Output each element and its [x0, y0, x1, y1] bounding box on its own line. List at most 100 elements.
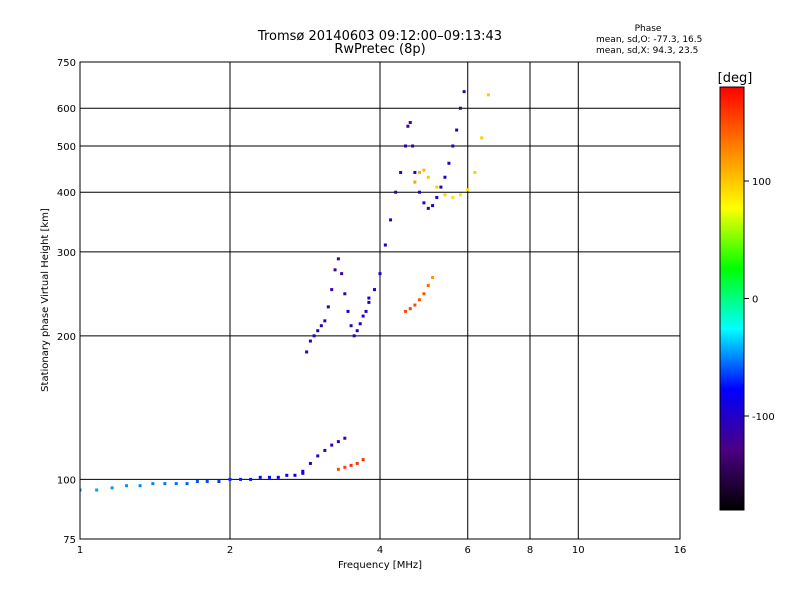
colorbar-ticks: 100 0 -100: [744, 177, 775, 423]
data-point: [323, 448, 327, 452]
data-point: [399, 170, 403, 174]
data-point: [435, 195, 439, 199]
data-point: [293, 473, 297, 477]
y-tick-label: 600: [57, 104, 76, 115]
data-point: [417, 170, 421, 174]
data-point: [426, 206, 430, 210]
data-point: [413, 170, 417, 174]
data-point: [361, 458, 365, 462]
grid-lines: [80, 62, 680, 539]
data-point: [80, 488, 82, 492]
y-tick-label: 100: [57, 475, 76, 486]
data-point: [346, 309, 350, 313]
data-point: [431, 276, 435, 280]
data-point: [163, 482, 167, 486]
y-axis-label: Stationary phase Virtual Height [km]: [40, 208, 51, 392]
data-point: [443, 175, 447, 179]
y-tick-label: 400: [57, 188, 76, 199]
data-point: [138, 484, 142, 488]
data-point: [308, 461, 312, 465]
data-point: [458, 106, 462, 110]
data-point: [305, 350, 309, 354]
data-point: [336, 467, 340, 471]
data-point: [422, 201, 426, 205]
data-point: [403, 309, 407, 313]
y-tick-label: 200: [57, 332, 76, 343]
data-point: [413, 180, 417, 184]
phase-stats-x: mean, sd,X: 94.3, 23.5: [596, 46, 698, 56]
data-point: [323, 319, 327, 323]
data-point: [330, 443, 334, 447]
x-tick-label: 8: [527, 545, 533, 556]
data-point: [185, 482, 189, 486]
data-point: [413, 303, 417, 307]
data-point: [443, 193, 447, 197]
data-point: [403, 144, 407, 148]
data-point: [367, 300, 371, 304]
data-point: [326, 305, 330, 309]
colorbar: [719, 86, 745, 511]
data-point: [343, 436, 347, 440]
data-point: [174, 482, 178, 486]
data-point: [435, 185, 439, 189]
data-point: [406, 124, 410, 128]
phase-stats-o: mean, sd,O: -77.3, 16.5: [596, 35, 702, 45]
y-tick-label: 75: [63, 535, 76, 546]
plot-frame: [79, 61, 681, 540]
data-point: [333, 268, 337, 272]
y-tick-label: 500: [57, 142, 76, 153]
data-point: [316, 454, 320, 458]
data-point: [480, 136, 484, 140]
data-point: [367, 296, 371, 300]
x-axis-label: Frequency [MHz]: [338, 560, 422, 571]
y-tick-label: 750: [57, 58, 76, 69]
data-point: [349, 463, 353, 467]
chart-title: Tromsø 20140603 09:12:00–09:13:43: [257, 29, 502, 44]
data-point: [439, 185, 443, 189]
data-point: [349, 324, 353, 328]
data-point: [373, 288, 377, 292]
data-point: [95, 488, 99, 492]
data-point: [285, 473, 289, 477]
data-point: [378, 272, 382, 276]
data-point: [110, 486, 114, 490]
colorbar-tick-label: 100: [752, 177, 771, 188]
data-point: [486, 93, 490, 97]
data-point: [249, 477, 253, 481]
data-point: [473, 170, 477, 174]
x-tick-label: 2: [227, 545, 233, 556]
data-point: [316, 329, 320, 333]
data-point: [364, 309, 368, 313]
data-point: [451, 144, 455, 148]
data-point: [417, 190, 421, 194]
data-point: [426, 175, 430, 179]
data-point: [343, 465, 347, 469]
data-point: [308, 339, 312, 343]
data-point: [447, 161, 451, 165]
data-point: [239, 477, 243, 481]
data-point: [466, 188, 470, 192]
data-point: [258, 475, 262, 479]
data-point: [455, 128, 459, 132]
data-point: [361, 314, 365, 318]
data-point: [336, 440, 340, 444]
data-point: [422, 168, 426, 172]
data-point: [408, 121, 412, 125]
data-point: [312, 334, 316, 338]
data-point: [319, 324, 323, 328]
data-point: [417, 298, 421, 302]
x-tick-label: 4: [377, 545, 383, 556]
data-point: [125, 484, 129, 488]
data-point: [330, 288, 334, 292]
data-point: [276, 475, 280, 479]
data-point: [411, 144, 415, 148]
data-point: [358, 322, 362, 326]
y-tick-labels: 75 100 200 300 400 500 600 750: [57, 58, 76, 546]
x-tick-label: 16: [674, 545, 687, 556]
data-point: [195, 479, 199, 483]
x-tick-label: 10: [572, 545, 585, 556]
data-point: [426, 283, 430, 287]
colorbar-label: [deg]: [718, 71, 753, 86]
x-tick-label: 6: [465, 545, 471, 556]
